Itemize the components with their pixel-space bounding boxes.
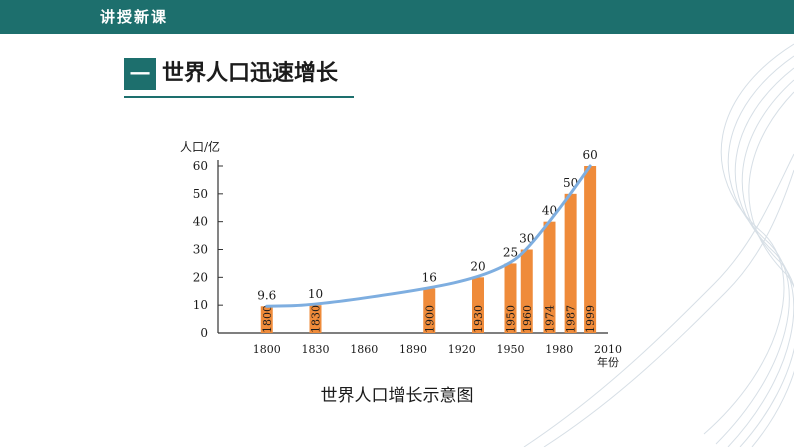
x-tick-label: 1890: [399, 343, 427, 356]
bar-year-label: 1800: [261, 305, 274, 333]
bar-year-label: 1900: [423, 305, 436, 333]
bar: [543, 221, 556, 333]
section-title: 世界人口迅速增长: [162, 61, 339, 86]
bar-year-label: 1930: [472, 305, 485, 333]
bar-year-label: 1960: [521, 305, 534, 333]
lesson-section-label: 讲授新课: [100, 8, 169, 26]
y-tick-label: 10: [193, 298, 208, 312]
x-tick-label: 1860: [350, 343, 378, 356]
top-bar: 讲授新课: [0, 0, 794, 34]
chart-caption: 世界人口增长示意图: [320, 386, 474, 406]
bar: [472, 277, 484, 333]
bar-value-label: 9.6: [257, 288, 276, 302]
x-axis: 1800 1830 1860 1890 1920 1950 1980 2010: [218, 332, 622, 356]
section-number-block: [124, 58, 156, 90]
x-tick-label: 1800: [253, 343, 281, 356]
y-axis-label: 人口/亿: [180, 139, 220, 154]
bar-value-label: 60: [582, 148, 597, 162]
bar-year-label: 1830: [310, 305, 323, 333]
bars: 1800 9.6 1830 10 1900 16 1930 20 1950 25 1960 30 197…: [257, 148, 598, 333]
section-title-underline: [124, 96, 354, 98]
trend-curve: [265, 164, 592, 308]
y-tick-label: 40: [193, 215, 208, 229]
decorative-wave-lines: [523, 43, 794, 447]
x-tick-label: 1920: [448, 343, 476, 356]
bar-value-label: 16: [422, 270, 437, 284]
section-number: 一: [130, 62, 150, 86]
trend-line: [265, 164, 592, 308]
bar: [564, 193, 577, 333]
x-tick-label: 1950: [497, 343, 525, 356]
bar: [260, 306, 273, 333]
bar-value-label: 10: [308, 287, 323, 301]
y-axis: 0 10 20 30 40 50 60: [193, 159, 223, 340]
bar-year-label: 1950: [505, 305, 518, 333]
bar-year-label: 1987: [565, 305, 578, 333]
x-tick-label: 1980: [545, 343, 573, 356]
bar-year-label: 1974: [544, 305, 557, 333]
y-tick-label: 20: [193, 270, 208, 284]
bar-value-label: 25: [503, 245, 518, 259]
bar-year-label: 1999: [584, 305, 597, 333]
y-tick-label: 50: [193, 187, 208, 201]
y-tick-label: 0: [200, 326, 208, 340]
bar: [504, 263, 517, 333]
bar: [584, 166, 597, 333]
bar: [423, 288, 436, 333]
bar: [309, 305, 322, 333]
y-tick-label: 60: [193, 159, 208, 173]
x-tick-label: 2010: [594, 343, 622, 356]
bar-value-label: 20: [470, 259, 485, 273]
x-tick-label: 1830: [302, 343, 330, 356]
x-axis-label: 年份: [597, 355, 619, 369]
y-tick-label: 30: [193, 243, 208, 257]
bar-value-label: 30: [519, 232, 534, 246]
bar: [520, 249, 533, 333]
